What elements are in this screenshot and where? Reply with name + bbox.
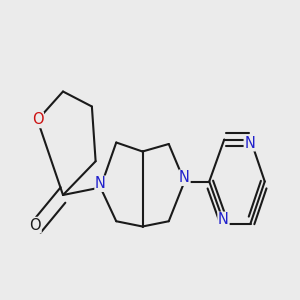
Text: N: N [218, 212, 229, 227]
Text: O: O [29, 218, 41, 232]
Text: N: N [95, 176, 106, 191]
Text: O: O [32, 112, 43, 128]
Text: N: N [244, 136, 255, 151]
Text: N: N [179, 170, 190, 185]
